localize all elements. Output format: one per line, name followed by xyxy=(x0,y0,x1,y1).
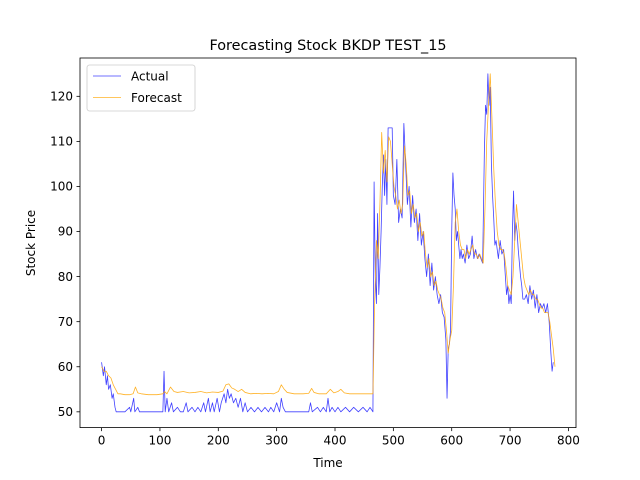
x-tick-label: 700 xyxy=(499,434,522,448)
x-tick-label: 300 xyxy=(265,434,288,448)
legend-label-forecast: Forecast xyxy=(131,91,182,105)
x-axis: 0 100 200 300 400 500 600 700 800 xyxy=(98,427,580,448)
y-tick-label: 90 xyxy=(58,225,73,239)
legend-box xyxy=(86,64,196,112)
series-line-actual xyxy=(101,73,554,413)
x-tick-label: 600 xyxy=(440,434,463,448)
x-tick-label: 500 xyxy=(382,434,405,448)
y-tick-label: 70 xyxy=(58,315,73,329)
x-tick-label: 200 xyxy=(207,434,230,448)
legend-label-actual: Actual xyxy=(131,70,169,84)
series-line-forecast xyxy=(101,73,556,396)
chart-title: Forecasting Stock BKDP TEST_15 xyxy=(209,38,446,54)
y-tick-label: 120 xyxy=(50,90,73,104)
plot-series xyxy=(101,73,556,413)
y-tick-label: 100 xyxy=(50,180,73,194)
x-tick-label: 100 xyxy=(148,434,171,448)
y-axis: 50 60 70 80 90 100 110 120 xyxy=(50,90,80,419)
x-tick-label: 400 xyxy=(324,434,347,448)
y-axis-title: Stock Price xyxy=(24,210,38,276)
x-tick-label: 800 xyxy=(557,434,580,448)
x-axis-title: Time xyxy=(312,456,342,470)
y-tick-label: 50 xyxy=(58,405,73,419)
x-tick-label: 0 xyxy=(98,434,106,448)
y-tick-label: 110 xyxy=(50,135,73,149)
y-tick-label: 80 xyxy=(58,270,73,284)
y-tick-label: 60 xyxy=(58,360,73,374)
legend: Actual Forecast xyxy=(86,64,196,112)
plot-frame xyxy=(79,57,577,429)
